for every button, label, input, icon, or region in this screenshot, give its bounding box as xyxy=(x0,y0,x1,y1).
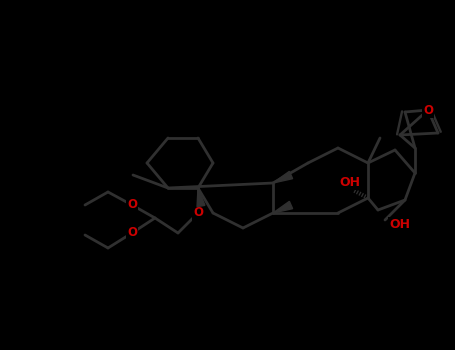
Text: O: O xyxy=(127,226,137,239)
Polygon shape xyxy=(273,201,293,213)
Text: O: O xyxy=(423,104,433,117)
Text: O: O xyxy=(193,206,203,219)
Text: OH: OH xyxy=(339,175,360,189)
Polygon shape xyxy=(197,188,205,206)
Polygon shape xyxy=(273,172,293,183)
Text: O: O xyxy=(127,198,137,211)
Text: OH: OH xyxy=(389,218,410,231)
